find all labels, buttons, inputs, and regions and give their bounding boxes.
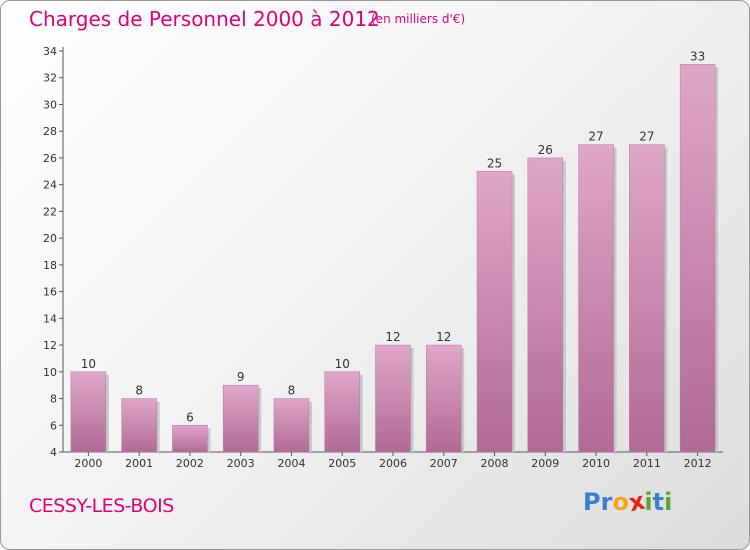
bar (476, 171, 513, 453)
bar-value-label: 27 (639, 130, 654, 144)
y-tick-label: 18 (43, 259, 57, 272)
bar-value-label: 33 (690, 49, 705, 63)
bar (324, 371, 360, 453)
bar-value-label: 9 (237, 370, 245, 384)
bar (222, 384, 259, 453)
x-tick-label: 2006 (379, 457, 407, 470)
y-tick-label: 22 (43, 205, 57, 218)
bar-value-label: 8 (135, 384, 143, 398)
x-tick-label: 2010 (582, 457, 610, 470)
bar-value-label: 12 (436, 330, 451, 344)
logo-letter: r (600, 488, 613, 516)
y-tick-label: 14 (43, 312, 57, 325)
bar (273, 398, 310, 453)
bar (578, 144, 614, 453)
y-tick-label: 10 (43, 366, 57, 379)
bar-value-label: 6 (186, 410, 194, 424)
y-tick-label: 30 (43, 98, 57, 111)
x-tick-label: 2011 (633, 457, 661, 470)
chart-subtitle: (en milliers d'€) (371, 12, 466, 26)
x-tick-label: 2001 (125, 457, 153, 470)
x-tick-label: 2004 (277, 457, 305, 470)
logo-letter: P (583, 488, 601, 516)
bar-value-label: 10 (81, 357, 96, 371)
bar-value-label: 27 (588, 130, 603, 144)
x-tick-label: 2003 (227, 457, 255, 470)
x-tick-label: 2002 (176, 457, 204, 470)
y-tick-label: 24 (43, 179, 57, 192)
bar (121, 398, 157, 453)
logo-letter: i (644, 488, 653, 516)
proxiti-logo: Proxiti (583, 487, 673, 518)
y-tick-label: 8 (50, 393, 57, 406)
bar-value-label: 26 (538, 143, 553, 157)
bar (375, 344, 411, 453)
logo-letter: t (652, 488, 665, 516)
bar (629, 144, 665, 453)
x-tick-label: 2000 (74, 457, 102, 470)
bar-value-label: 8 (288, 384, 296, 398)
chart-bars (70, 64, 719, 453)
bar-value-label: 12 (385, 330, 400, 344)
bar-value-label: 10 (335, 357, 350, 371)
x-tick-label: 2005 (328, 457, 356, 470)
y-tick-label: 16 (43, 286, 57, 299)
bar-value-label: 25 (487, 156, 502, 170)
chart-title: Charges de Personnel 2000 à 2012 (29, 7, 380, 31)
bar (679, 64, 716, 453)
y-tick-label: 6 (50, 419, 57, 432)
x-tick-label: 2008 (481, 457, 509, 470)
logo-letter: i (664, 488, 673, 516)
x-tick-label: 2007 (430, 457, 458, 470)
y-tick-label: 28 (43, 125, 57, 138)
location-label: CESSY-LES-BOIS (29, 495, 174, 517)
y-tick-label: 4 (50, 446, 57, 459)
y-tick-label: 12 (43, 339, 57, 352)
bar (172, 425, 208, 453)
logo-letter: o (612, 488, 629, 516)
chart-axes: 4 6 8 10 12 14 16 18 20 22 24 26 28 30 32 34 (43, 45, 723, 459)
bar (70, 371, 107, 453)
x-tick-label: 2012 (684, 457, 712, 470)
bar (527, 157, 564, 453)
chart-labels: 10 2000 8 2001 6 2002 9 2003 8 2004 10 2005 12 2006 12… (74, 49, 711, 470)
y-tick-label: 20 (43, 232, 57, 245)
x-tick-label: 2009 (531, 457, 559, 470)
bar (426, 344, 462, 453)
y-tick-label: 26 (43, 152, 57, 165)
y-tick-label: 34 (43, 45, 57, 58)
y-tick-label: 32 (43, 72, 57, 85)
